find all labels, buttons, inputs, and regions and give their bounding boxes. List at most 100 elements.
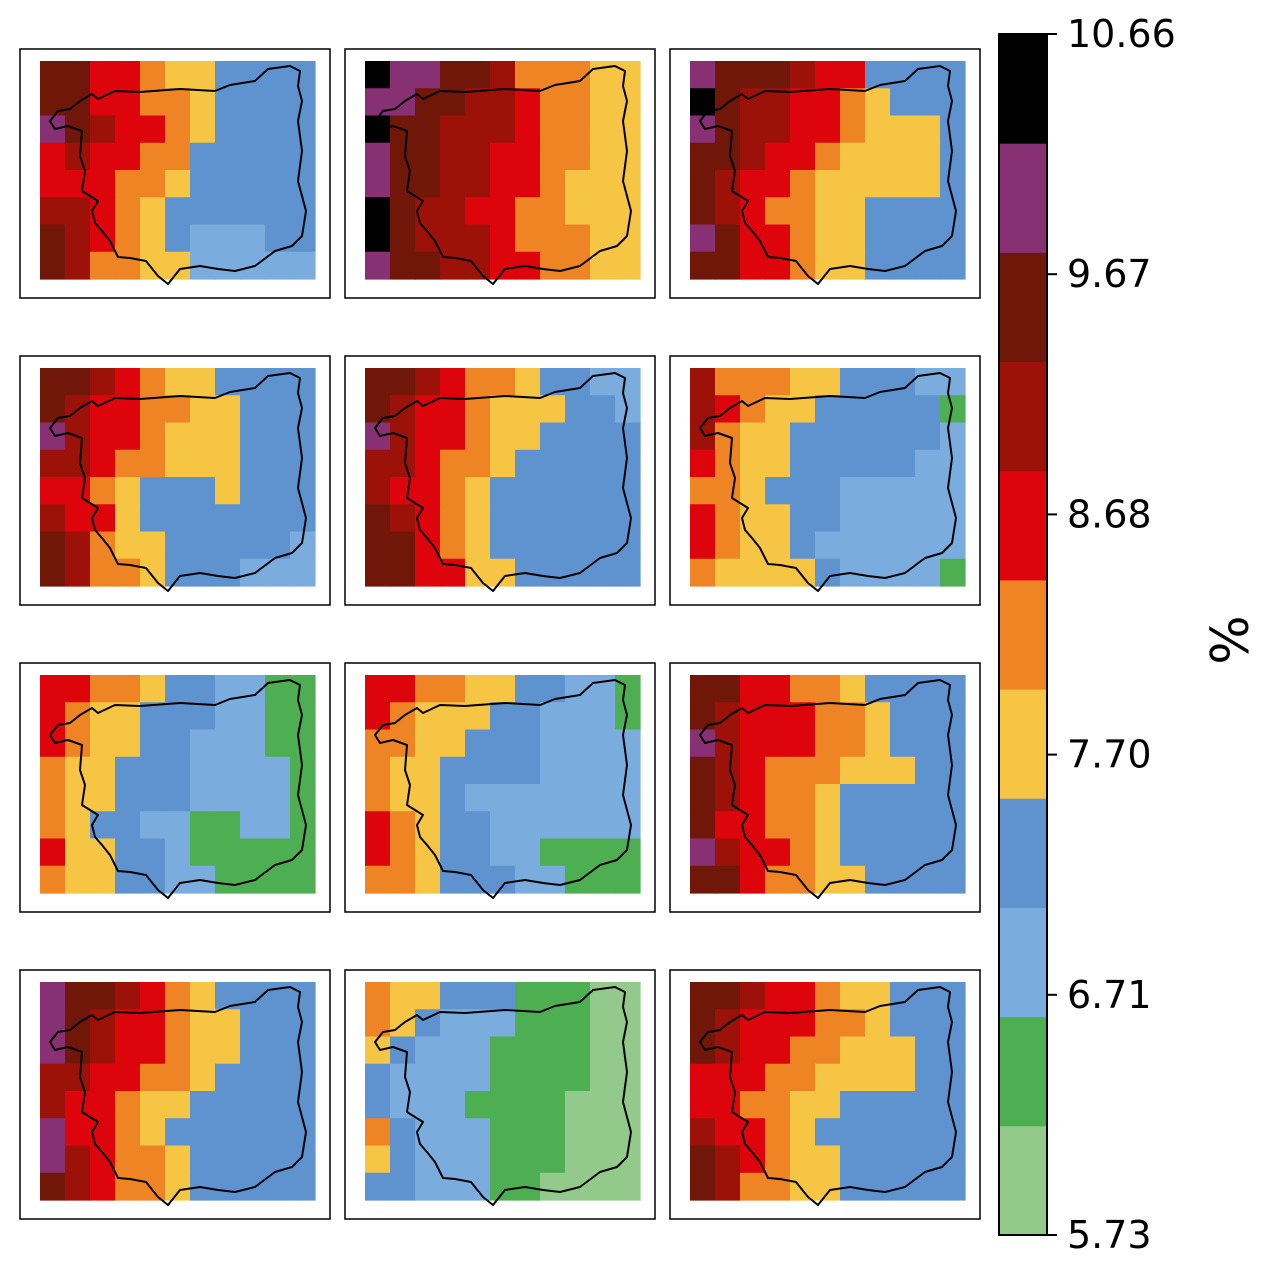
map-cell (765, 142, 791, 171)
map-cell (615, 1063, 641, 1092)
colorbar-level-0 (999, 1125, 1047, 1236)
map-cell (840, 675, 866, 703)
map-cell (290, 115, 316, 144)
map-cell (690, 422, 716, 451)
map-cell (415, 422, 441, 451)
map-cell (390, 1063, 416, 1092)
map-cell (65, 142, 91, 171)
map-cell (415, 531, 441, 560)
map-cell (365, 115, 391, 144)
map-cell (815, 142, 841, 171)
map-cell (890, 1118, 916, 1147)
map-cell (65, 675, 91, 703)
map-cell (840, 982, 866, 1010)
map-cell (165, 702, 191, 731)
map-cell (490, 702, 516, 731)
map-cell (465, 1063, 491, 1092)
map-cell (390, 142, 416, 171)
map-cell (140, 982, 166, 1010)
map-cell (140, 61, 166, 89)
map-cell (690, 531, 716, 560)
map-cell (115, 251, 141, 280)
map-panel (19, 355, 331, 606)
map-cell (715, 982, 741, 1010)
map-cell (465, 61, 491, 89)
map-cell (890, 449, 916, 478)
map-cell (115, 477, 141, 505)
colorbar-tick-label: 10.66 (1067, 12, 1176, 56)
map-cell (40, 784, 66, 812)
map-cell (840, 477, 866, 505)
map-cell (790, 61, 816, 89)
map-cell (840, 729, 866, 758)
map-cell (790, 1036, 816, 1065)
map-cell (465, 865, 491, 894)
map-cell (65, 449, 91, 478)
map-cell (815, 531, 841, 560)
map-cell (415, 784, 441, 812)
map-cell (765, 702, 791, 731)
map-cell (590, 1091, 616, 1119)
map-cell (490, 197, 516, 226)
map-cell (140, 558, 166, 587)
map-panel (344, 355, 656, 606)
map-cell (215, 811, 241, 840)
colorbar-level-9 (999, 143, 1047, 253)
map-cell (90, 558, 116, 587)
map-cell (90, 170, 116, 198)
map-cell (290, 368, 316, 396)
map-cell (765, 449, 791, 478)
map-cell (40, 477, 66, 505)
map-cell (890, 142, 916, 171)
map-cell (240, 838, 266, 867)
map-cell (515, 61, 541, 89)
map-cell (615, 1036, 641, 1065)
map-cell (90, 1172, 116, 1201)
map-cell (115, 1009, 141, 1038)
map-cell (865, 1009, 891, 1038)
map-cell (515, 395, 541, 424)
map-cell (940, 1091, 966, 1119)
map-cell (840, 811, 866, 840)
map-cell (840, 1063, 866, 1092)
map-cell (840, 784, 866, 812)
map-cell (840, 88, 866, 117)
map-cell (790, 865, 816, 894)
map-cell (440, 504, 466, 533)
map-cell (890, 756, 916, 785)
map-cell (265, 1009, 291, 1038)
map-cell (890, 115, 916, 144)
map-cell (565, 504, 591, 533)
map-cell (515, 88, 541, 117)
map-cell (140, 1091, 166, 1119)
map-cell (590, 115, 616, 144)
map-cell (290, 1009, 316, 1038)
map-panel (344, 969, 656, 1220)
map-cell (590, 675, 616, 703)
map-cell (415, 982, 441, 1010)
map-cell (715, 675, 741, 703)
map-cell (115, 702, 141, 731)
map-cell (765, 811, 791, 840)
map-cell (65, 865, 91, 894)
map-cell (440, 865, 466, 894)
map-cell (515, 811, 541, 840)
map-panel (669, 355, 981, 606)
map-cell (790, 811, 816, 840)
map-cell (290, 982, 316, 1010)
map-cell (740, 61, 766, 89)
colorbar-unit-label: % (1201, 615, 1261, 664)
map-cell (765, 756, 791, 785)
map-cell (265, 1063, 291, 1092)
map-cell (515, 449, 541, 478)
map-cell (490, 368, 516, 396)
map-grid (690, 368, 966, 587)
map-cell (115, 865, 141, 894)
map-cell (440, 675, 466, 703)
map-cell (365, 1091, 391, 1119)
map-cell (865, 1036, 891, 1065)
map-cell (940, 395, 966, 424)
map-cell (290, 1091, 316, 1119)
map-cell (840, 422, 866, 451)
